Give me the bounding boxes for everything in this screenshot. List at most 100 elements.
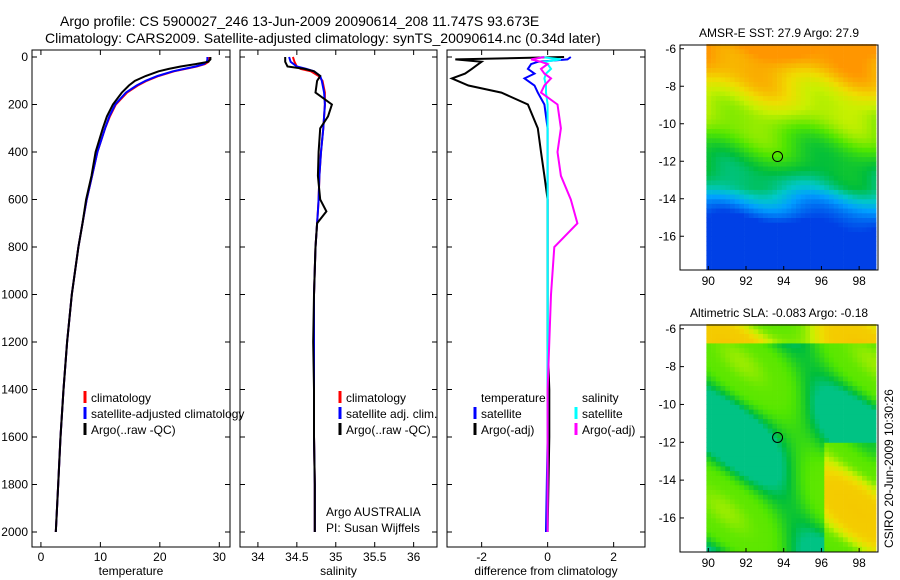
- sst-map-cell: [829, 100, 834, 106]
- sst-map-cell: [819, 105, 825, 111]
- sla-map-cell: [871, 536, 877, 543]
- sla-map-cell: [748, 423, 754, 429]
- sla-map-cell: [706, 395, 712, 401]
- sst-map-cell: [748, 180, 754, 186]
- sla-map-cell: [871, 428, 877, 434]
- sla-map-cell: [810, 536, 816, 543]
- sla-map-cell: [734, 541, 740, 547]
- sla-map-cell: [772, 404, 778, 410]
- sla-map-cell: [857, 475, 863, 481]
- sst-map-cell: [772, 95, 778, 101]
- sla-map-cell: [852, 324, 858, 330]
- sla-map-cell: [715, 518, 721, 524]
- sla-map-cell: [862, 423, 867, 429]
- sst-map-cell: [810, 208, 816, 214]
- sla-map-cell: [730, 385, 735, 391]
- sla-map-cell: [857, 442, 863, 448]
- sst-map-cell: [772, 264, 778, 270]
- sla-map-cell: [711, 437, 717, 443]
- sst-map-cell: [871, 170, 877, 176]
- sla-map-cell: [871, 546, 877, 552]
- sst-map-cell: [800, 142, 806, 148]
- sla-map-cell: [852, 499, 858, 505]
- sla-map-cell: [819, 324, 825, 330]
- sla-map-cell: [720, 352, 726, 358]
- sst-map-cell: [725, 194, 731, 200]
- sst-map-cell: [824, 109, 830, 115]
- sst-map-cell: [734, 161, 740, 167]
- sst-map-cell: [730, 222, 735, 228]
- sst-map-cell: [758, 76, 764, 83]
- sla-map-cell: [800, 413, 806, 420]
- sla-map-cell: [838, 461, 844, 467]
- diff-legend-temp-argo: Argo(-adj): [481, 423, 534, 437]
- sla-map-cell: [734, 333, 740, 339]
- sla-map-cell: [720, 489, 726, 495]
- sla-map-cell: [739, 484, 745, 490]
- sst-map-cell: [791, 180, 797, 186]
- sst-map-cell: [753, 119, 759, 125]
- sla-map-cell: [805, 532, 811, 538]
- sla-map-cell: [739, 442, 745, 448]
- sla-map-cell: [833, 484, 839, 490]
- sla-map-cell: [772, 465, 778, 472]
- sst-map-cell: [758, 81, 764, 87]
- sla-map-cell: [866, 371, 872, 377]
- sst-map-cell: [824, 240, 830, 247]
- sst-map-cell: [829, 156, 834, 162]
- sla-map-cell: [739, 376, 745, 382]
- sst-map-cell: [748, 264, 754, 270]
- sla-map-cell: [720, 532, 726, 538]
- sla-map-cell: [706, 390, 712, 396]
- sst-map-cell: [706, 203, 712, 209]
- sla-map-cell: [758, 518, 764, 524]
- sst-map-cell: [777, 165, 783, 172]
- sst-map-cell: [753, 128, 759, 134]
- sla-map-cell: [819, 480, 825, 486]
- sla-map-cell: [866, 494, 872, 500]
- sst-map-cell: [838, 175, 844, 181]
- sst-map-cell: [857, 137, 863, 143]
- sst-map-cell: [829, 105, 834, 111]
- sla-map-cell: [805, 395, 811, 401]
- sst-map-cell: [777, 198, 783, 204]
- sla-map-cell: [725, 380, 731, 386]
- sla-map-cell: [838, 484, 844, 490]
- sla-map-cell: [866, 428, 872, 434]
- sst-map-cell: [819, 137, 825, 143]
- sla-map-cell: [814, 503, 820, 509]
- sla-map-cell: [847, 361, 853, 368]
- sla-map-cell: [706, 361, 712, 368]
- sla-map-cell: [866, 376, 872, 382]
- sst-map-cell: [730, 119, 735, 125]
- sla-map-cell: [814, 532, 820, 538]
- sla-map-cell: [824, 513, 830, 519]
- sst-map-cell: [814, 264, 820, 270]
- sla-map-cell: [767, 347, 773, 353]
- sst-map-cell: [791, 53, 797, 59]
- sst-map-cell: [871, 48, 877, 54]
- sla-map-cell: [739, 347, 745, 353]
- sst-map-cell: [730, 189, 735, 195]
- sst-map-cell: [805, 170, 811, 176]
- sla-map-cell: [843, 380, 849, 386]
- sst-map-cell: [857, 250, 863, 256]
- sla-map-cell: [791, 333, 797, 339]
- sla-map-cell: [763, 361, 768, 368]
- sst-map-cell: [791, 48, 797, 54]
- sla-map-cell: [871, 494, 877, 500]
- sla-map-cell: [781, 352, 787, 358]
- sst-map-cell: [744, 119, 750, 125]
- sla-map-cell: [857, 328, 863, 334]
- sst-map-cell: [772, 189, 778, 195]
- sla-map-cell: [725, 423, 731, 429]
- sla-map-cell: [857, 518, 863, 524]
- sst-map-cell: [866, 259, 872, 265]
- sla-map-cell: [833, 465, 839, 472]
- sla-map-cell: [791, 447, 797, 453]
- sla-map-cell: [838, 518, 844, 524]
- sla-map-cell: [843, 333, 849, 339]
- sst-map-cell: [871, 212, 877, 218]
- sst-map-cell: [796, 203, 801, 209]
- sst-map-cell: [805, 147, 811, 153]
